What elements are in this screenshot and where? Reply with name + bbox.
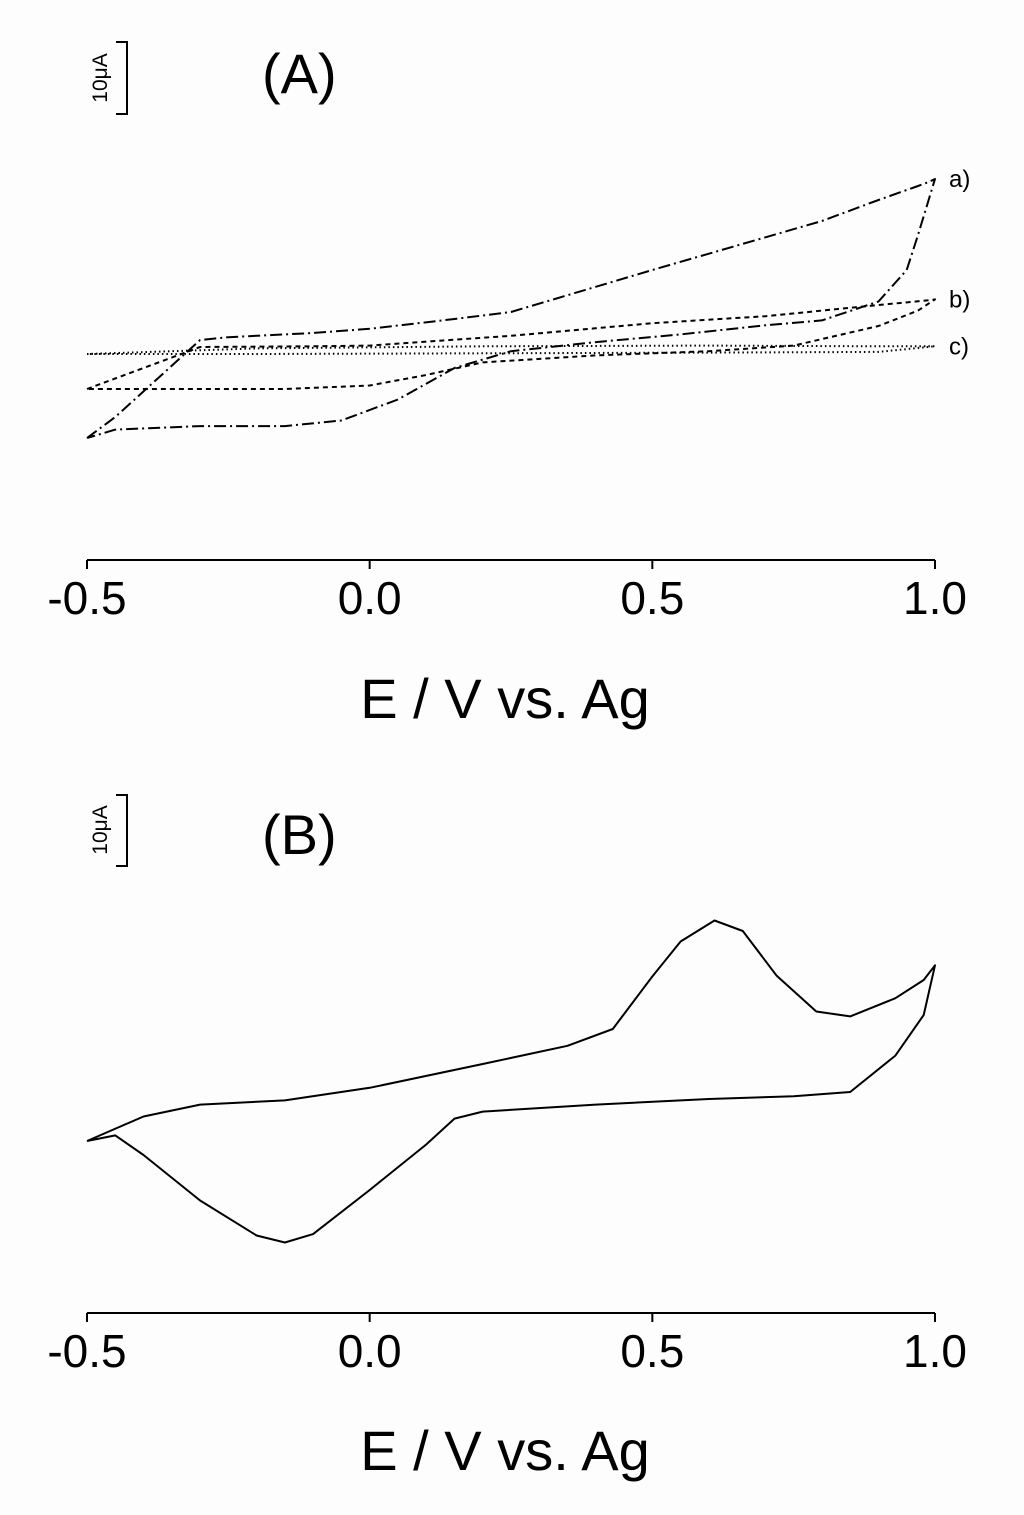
panel-b-traces xyxy=(86,919,936,1244)
panel-b-ticks: -0.5 0.0 0.5 1.0 xyxy=(47,1313,967,1377)
panel-a-series-c-label: c) xyxy=(949,333,969,360)
panel-b-scale-label: 10μA xyxy=(89,805,112,854)
panel-a-series-a-line xyxy=(86,178,936,439)
panel-a-label: (A) xyxy=(262,42,337,105)
panel-a-tick-label: -0.5 xyxy=(47,572,126,624)
panel-a-series-a-label: a) xyxy=(949,166,970,193)
panel-a-scale-label: 10μA xyxy=(89,53,112,102)
panel-b-tick-label: -0.5 xyxy=(47,1325,126,1377)
panel-a-scale-bar xyxy=(116,41,128,115)
panel-a-series-b-line xyxy=(86,298,936,390)
panel-b-x-axis-label: E / V vs. Ag xyxy=(360,1419,649,1482)
panel-a-series-c-line xyxy=(86,344,936,355)
panel-b-tick-label: 0.5 xyxy=(620,1325,684,1377)
panel-a-traces: a) b) c) xyxy=(86,166,970,439)
panel-a-tick-label: 0.5 xyxy=(620,572,684,624)
panel-a-tick-label: 0.0 xyxy=(338,572,402,624)
panel-b-label: (B) xyxy=(262,803,337,866)
panel-a-series-b-label: b) xyxy=(949,286,970,313)
panel-a-ticks: -0.5 0.0 0.5 1.0 xyxy=(47,560,967,624)
panel-a: (A) 10μA -0.5 0.0 0.5 1.0 a) b) c) E / V vs. … xyxy=(47,41,970,730)
panel-b: (B) 10μA -0.5 0.0 0.5 1.0 E / V vs. Ag xyxy=(47,794,967,1482)
panel-b-series-1-line xyxy=(86,919,936,1244)
panel-b-tick-label: 0.0 xyxy=(338,1325,402,1377)
panel-b-tick-label: 1.0 xyxy=(903,1325,967,1377)
panel-a-tick-label: 1.0 xyxy=(903,572,967,624)
panel-b-scale-bar xyxy=(116,794,128,867)
panel-a-x-axis-label: E / V vs. Ag xyxy=(360,667,649,730)
